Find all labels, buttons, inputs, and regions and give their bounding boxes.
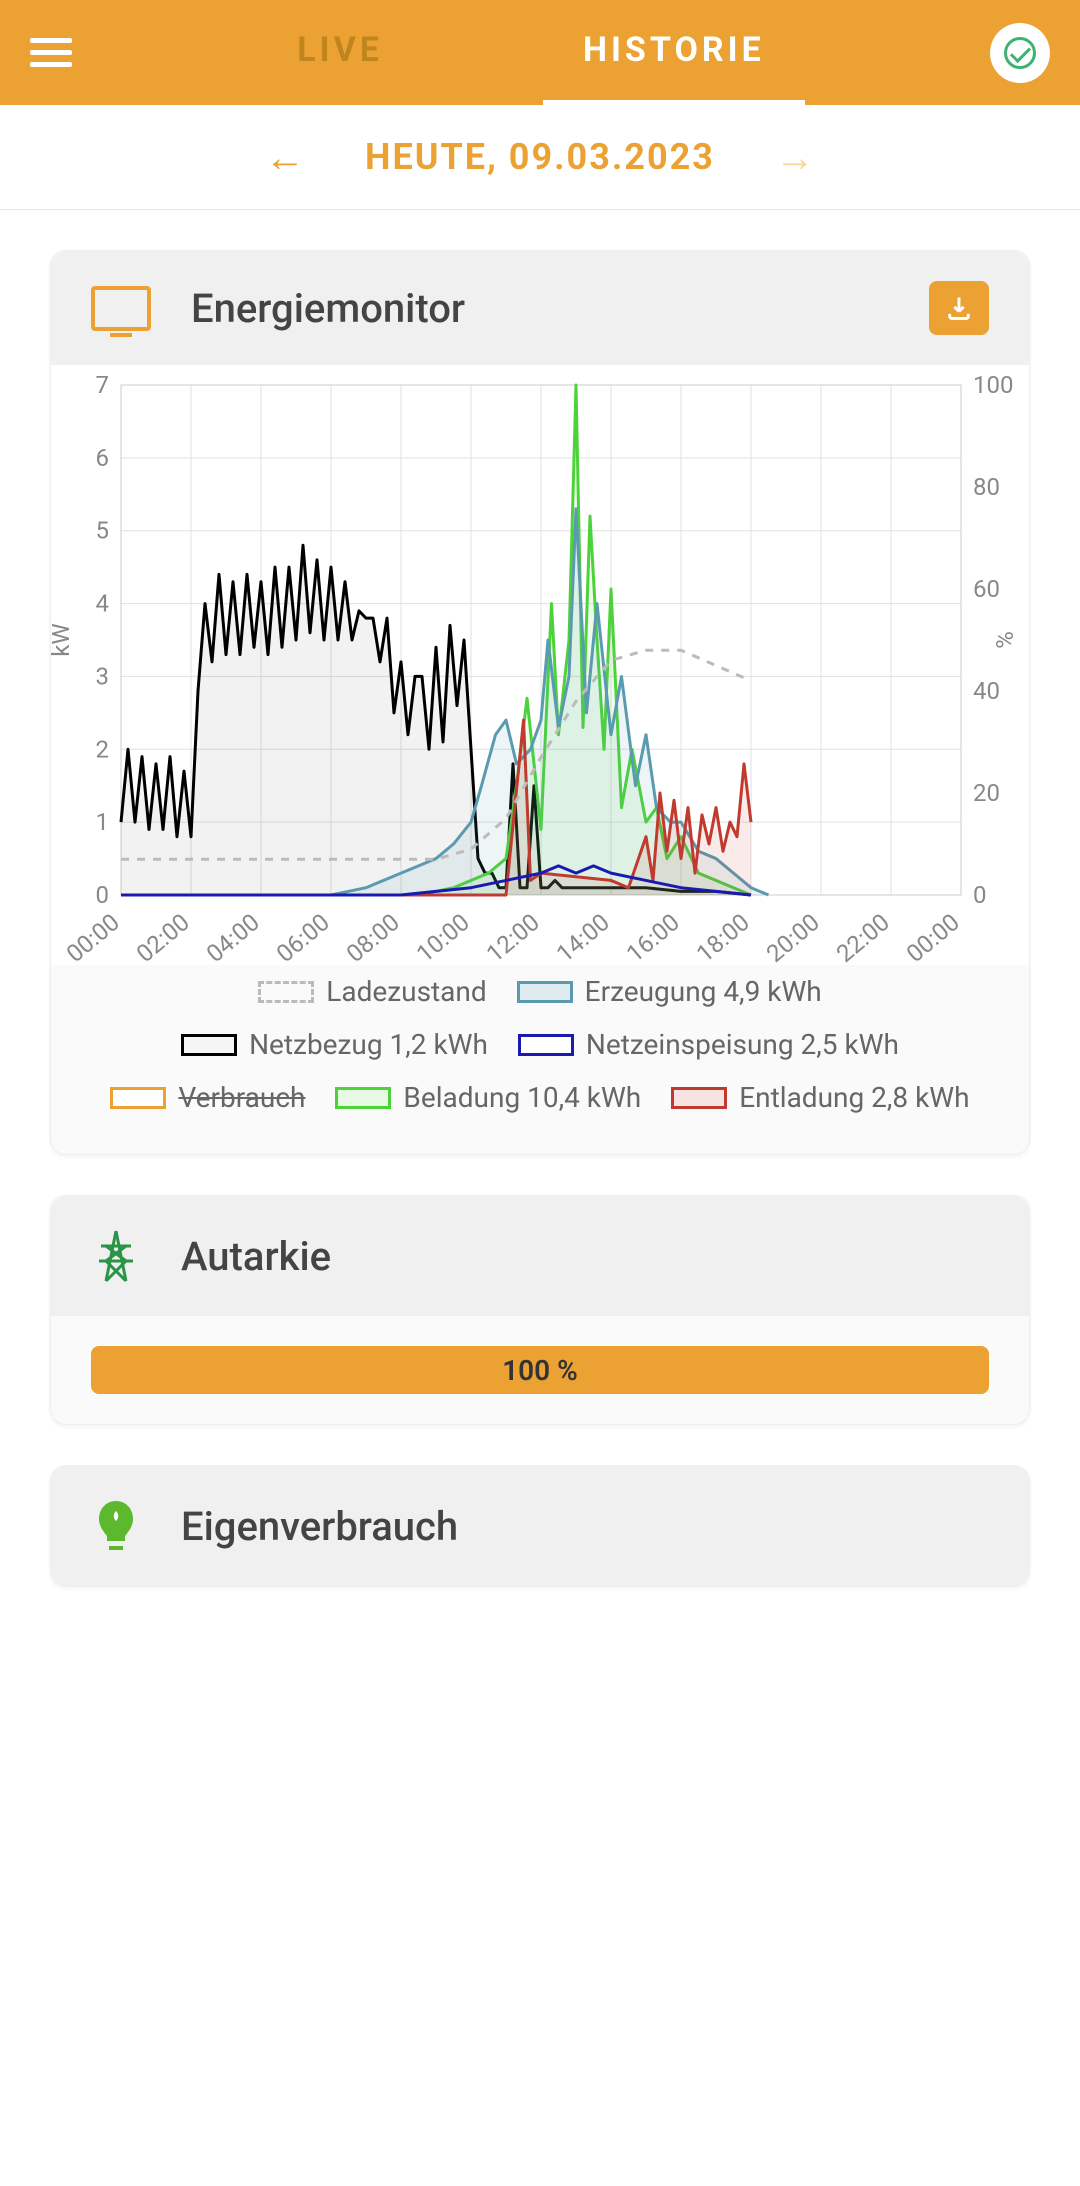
app-header: LIVE HISTORIE <box>0 0 1080 105</box>
prev-day-button[interactable]: ← <box>265 134 305 181</box>
tab-bar: LIVE HISTORIE <box>72 0 990 106</box>
autarkie-title: Autarkie <box>181 1233 331 1280</box>
legend-item-netzbezug[interactable]: Netzbezug 1,2 kWh <box>181 1028 488 1061</box>
download-icon <box>945 294 973 322</box>
autarkie-header: Autarkie <box>51 1196 1029 1316</box>
svg-text:22:00: 22:00 <box>831 908 895 965</box>
legend-swatch-ladezustand <box>258 981 314 1003</box>
svg-text:5: 5 <box>96 517 110 545</box>
tower-icon <box>91 1226 141 1286</box>
legend-label-ladezustand: Ladezustand <box>326 975 486 1008</box>
eigenverbrauch-card: Eigenverbrauch <box>50 1465 1030 1587</box>
svg-text:12:00: 12:00 <box>481 908 545 965</box>
svg-text:00:00: 00:00 <box>901 908 965 965</box>
svg-text:02:00: 02:00 <box>131 908 195 965</box>
legend-swatch-erzeugung <box>517 981 573 1003</box>
svg-text:10:00: 10:00 <box>411 908 475 965</box>
legend-swatch-beladung <box>335 1087 391 1109</box>
svg-text:60: 60 <box>973 575 1000 603</box>
svg-text:18:00: 18:00 <box>691 908 755 965</box>
autarkie-body: 100 % <box>51 1316 1029 1424</box>
monitor-icon <box>91 286 151 331</box>
legend-swatch-entladung <box>671 1087 727 1109</box>
status-indicator[interactable] <box>990 23 1050 83</box>
tab-historie[interactable]: HISTORIE <box>543 0 805 106</box>
svg-text:kW: kW <box>51 623 75 656</box>
legend-item-ladezustand[interactable]: Ladezustand <box>258 975 486 1008</box>
legend-item-entladung[interactable]: Entladung 2,8 kWh <box>671 1081 969 1114</box>
svg-text:%: % <box>991 631 1019 649</box>
tab-live[interactable]: LIVE <box>257 0 423 106</box>
svg-text:100: 100 <box>973 371 1013 399</box>
legend-label-netzbezug: Netzbezug 1,2 kWh <box>249 1028 488 1061</box>
chart-container: 0123456700:0002:0004:0006:0008:0010:0012… <box>51 365 1029 965</box>
energy-chart: 0123456700:0002:0004:0006:0008:0010:0012… <box>51 365 1031 965</box>
svg-text:4: 4 <box>96 590 110 618</box>
svg-text:04:00: 04:00 <box>201 908 265 965</box>
svg-text:1: 1 <box>96 808 110 836</box>
svg-text:08:00: 08:00 <box>341 908 405 965</box>
svg-text:0: 0 <box>973 881 987 909</box>
legend-label-erzeugung: Erzeugung 4,9 kWh <box>585 975 822 1008</box>
svg-text:14:00: 14:00 <box>551 908 615 965</box>
autarkie-bar: 100 % <box>91 1346 989 1394</box>
svg-text:3: 3 <box>96 662 110 690</box>
energiemonitor-card: Energiemonitor 0123456700:0002:0004:0006… <box>50 250 1030 1155</box>
legend-swatch-netzeinspeisung <box>518 1034 574 1056</box>
legend-item-erzeugung[interactable]: Erzeugung 4,9 kWh <box>517 975 822 1008</box>
legend-label-entladung: Entladung 2,8 kWh <box>739 1081 969 1114</box>
legend-item-netzeinspeisung[interactable]: Netzeinspeisung 2,5 kWh <box>518 1028 899 1061</box>
svg-text:20:00: 20:00 <box>761 908 825 965</box>
legend-item-beladung[interactable]: Beladung 10,4 kWh <box>335 1081 641 1114</box>
eigenverbrauch-header: Eigenverbrauch <box>51 1466 1029 1586</box>
svg-text:20: 20 <box>973 779 1000 807</box>
svg-text:2: 2 <box>96 735 110 763</box>
autarkie-card: Autarkie 100 % <box>50 1195 1030 1425</box>
svg-text:80: 80 <box>973 473 1000 501</box>
date-label: HEUTE, 09.03.2023 <box>365 136 715 178</box>
chart-legend: Ladezustand Erzeugung 4,9 kWh Netzbezug 1,… <box>51 965 1029 1154</box>
date-navigator: ← HEUTE, 09.03.2023 → <box>0 105 1080 210</box>
check-icon <box>1004 37 1036 69</box>
energiemonitor-header: Energiemonitor <box>51 251 1029 365</box>
menu-icon[interactable] <box>30 31 72 74</box>
svg-text:16:00: 16:00 <box>621 908 685 965</box>
svg-text:6: 6 <box>96 444 110 472</box>
legend-label-netzeinspeisung: Netzeinspeisung 2,5 kWh <box>586 1028 899 1061</box>
svg-text:06:00: 06:00 <box>271 908 335 965</box>
next-day-button[interactable]: → <box>775 134 815 181</box>
eigenverbrauch-title: Eigenverbrauch <box>181 1503 458 1550</box>
svg-text:00:00: 00:00 <box>61 908 125 965</box>
legend-item-verbrauch[interactable]: Verbrauch <box>110 1081 305 1114</box>
legend-label-verbrauch: Verbrauch <box>178 1081 305 1114</box>
energiemonitor-title: Energiemonitor <box>191 285 465 332</box>
legend-swatch-verbrauch <box>110 1087 166 1109</box>
bulb-icon <box>91 1496 141 1556</box>
legend-swatch-netzbezug <box>181 1034 237 1056</box>
svg-text:7: 7 <box>96 371 110 399</box>
legend-label-beladung: Beladung 10,4 kWh <box>403 1081 641 1114</box>
main-content: Energiemonitor 0123456700:0002:0004:0006… <box>0 210 1080 1667</box>
svg-text:0: 0 <box>96 881 110 909</box>
download-button[interactable] <box>929 281 989 335</box>
svg-text:40: 40 <box>973 677 1000 705</box>
